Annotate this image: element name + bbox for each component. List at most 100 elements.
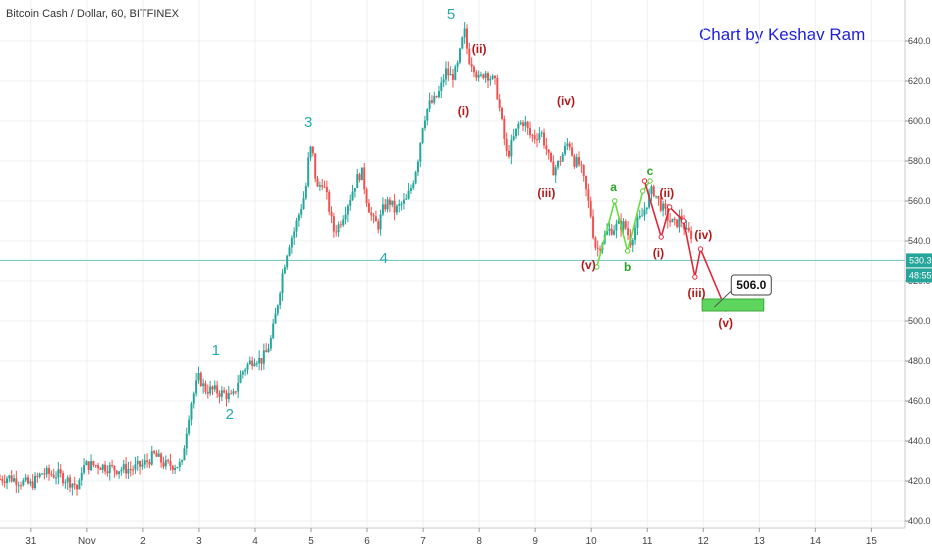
- candle-body: [624, 221, 627, 229]
- candle-body: [237, 382, 240, 392]
- candle-body: [463, 28, 466, 38]
- candle-body: [48, 468, 51, 474]
- candle-body: [561, 154, 564, 162]
- candle-body: [325, 186, 328, 193]
- candle-body: [141, 464, 144, 467]
- candle-body: [178, 462, 181, 468]
- candle-body: [295, 220, 298, 232]
- candle-body: [118, 471, 121, 475]
- candle-body: [181, 460, 184, 463]
- candle-body: [50, 473, 53, 475]
- candle-body: [134, 464, 137, 470]
- candle-body: [508, 150, 511, 157]
- candle-body: [472, 66, 475, 73]
- candle-body: [76, 484, 79, 490]
- x-tick-label: 14: [810, 536, 822, 547]
- candle-body: [87, 461, 90, 471]
- candle-body: [146, 460, 149, 462]
- candle-body: [24, 477, 27, 481]
- candle-body: [29, 481, 32, 484]
- x-tick-label: 31: [25, 536, 37, 547]
- candle-body: [346, 205, 349, 215]
- candle-body: [195, 380, 198, 394]
- candle-body: [650, 186, 653, 194]
- candle-body: [90, 461, 93, 471]
- candle-body: [143, 460, 146, 465]
- candle-body: [113, 465, 116, 471]
- projection-point: [641, 178, 648, 184]
- candle-body: [83, 465, 86, 473]
- candle-body: [400, 203, 403, 205]
- candle-body: [437, 91, 440, 98]
- current-price-tag: [906, 253, 932, 268]
- wave-label: b: [624, 260, 631, 274]
- candle-body: [213, 385, 216, 390]
- candle-body: [678, 215, 681, 228]
- x-tick-label: 7: [420, 536, 426, 547]
- candle-body: [307, 157, 310, 187]
- projection-point: [697, 246, 704, 252]
- wave-label: 2: [226, 406, 234, 423]
- wave-label: (i): [653, 246, 664, 260]
- y-tick-label: 560.0: [908, 196, 931, 206]
- candle-body: [608, 228, 611, 231]
- candle-body: [489, 78, 492, 81]
- x-axis[interactable]: 31 Nov 2 3 4 5 6 7 8 9 10 11 12 13 14 15: [0, 527, 905, 547]
- candle-body: [512, 136, 515, 140]
- candle-body: [174, 467, 177, 470]
- candle-body: [475, 72, 478, 78]
- candle-body: [585, 176, 588, 190]
- candle-body: [634, 227, 637, 241]
- candle-body: [162, 462, 165, 467]
- wave-label: (iii): [537, 186, 555, 200]
- candle-body: [622, 221, 625, 230]
- candle-body: [550, 152, 553, 162]
- candle-body: [405, 198, 408, 200]
- candle-body: [148, 461, 151, 465]
- candle-body: [423, 120, 426, 129]
- candle-body: [393, 200, 396, 213]
- candle-body: [246, 364, 249, 370]
- candle-body: [484, 73, 487, 79]
- candle-body: [447, 68, 450, 76]
- candle-body: [192, 393, 195, 404]
- candle-body: [645, 207, 648, 210]
- x-tick-label: 8: [476, 536, 482, 547]
- candle-body: [328, 192, 331, 212]
- candle-body: [27, 477, 30, 484]
- candle-body: [582, 165, 585, 177]
- candle-body: [493, 75, 496, 78]
- candle-body: [234, 391, 237, 393]
- candle-body: [652, 186, 655, 197]
- candle-body: [538, 133, 541, 140]
- x-tick-label: 3: [196, 536, 202, 547]
- candle-body: [297, 214, 300, 221]
- candle-body: [543, 132, 546, 146]
- candle-body: [655, 195, 658, 197]
- candle-body: [20, 485, 23, 487]
- candle-body: [202, 383, 205, 386]
- candle-body: [339, 224, 342, 226]
- impulse-projection-line: [643, 180, 727, 310]
- candle-body: [449, 74, 452, 76]
- candle-body: [293, 231, 296, 238]
- candle-body: [316, 178, 319, 187]
- wave-label: (iv): [694, 228, 712, 242]
- candle-body: [127, 469, 130, 474]
- candle-body: [92, 461, 95, 466]
- candle-body: [477, 74, 480, 78]
- candle-body: [498, 99, 501, 109]
- wave-label: 3: [304, 114, 312, 131]
- candle-body: [3, 481, 6, 483]
- candle-body: [167, 460, 170, 462]
- candle-body: [129, 469, 132, 471]
- candle-body: [676, 219, 679, 228]
- candle-body: [80, 472, 83, 481]
- candle-body: [580, 164, 583, 166]
- candle-body: [454, 66, 457, 80]
- wave-label: 5: [447, 6, 455, 23]
- candle-body: [69, 477, 72, 488]
- y-tick-label: 640.0: [908, 36, 931, 46]
- candle-body: [384, 204, 387, 210]
